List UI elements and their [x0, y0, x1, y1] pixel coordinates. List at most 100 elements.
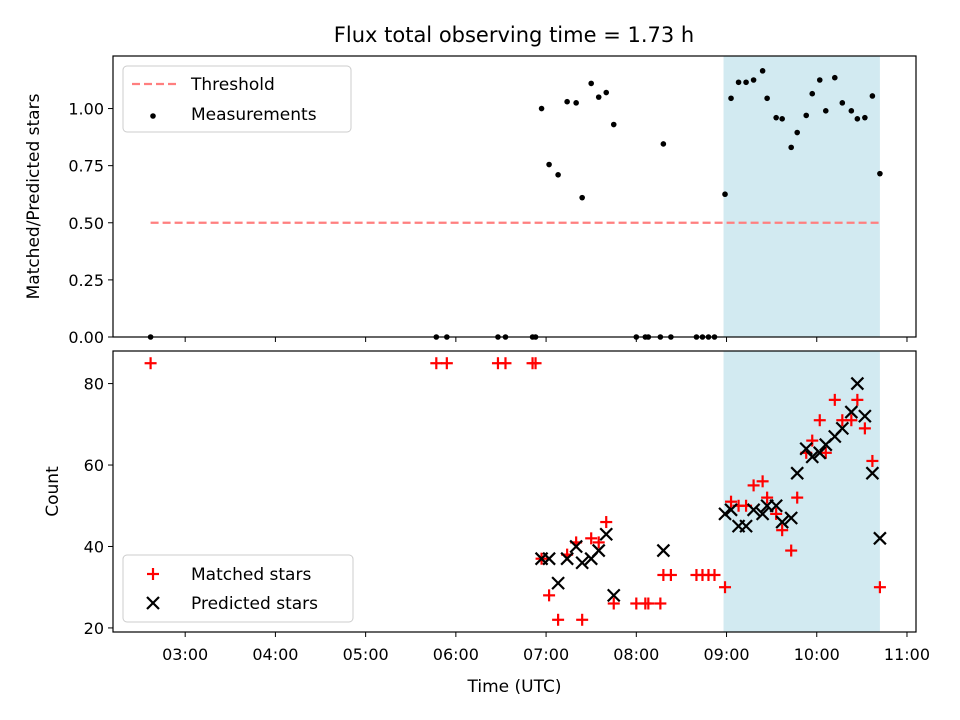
- measurement-point: [735, 79, 742, 86]
- x-tick-label: 09:00: [703, 645, 749, 664]
- matched-star-point: [873, 581, 886, 594]
- count-points: [144, 357, 887, 626]
- top-y-tick-label: 0.75: [68, 157, 104, 176]
- top-y-tick-label: 1.00: [68, 100, 104, 119]
- predicted-star-point: [775, 515, 789, 529]
- predicted-star-point: [865, 466, 880, 480]
- bottom-y-tick-label: 40: [84, 537, 104, 556]
- top-axes-frame: [112, 55, 917, 338]
- predicted-star-point: [805, 450, 820, 464]
- measurement-point: [816, 77, 823, 83]
- x-tick-label: 06:00: [433, 645, 479, 664]
- matched-star-point: [719, 581, 732, 594]
- legend-matched-label: Matched stars: [191, 565, 311, 585]
- measurement-point: [877, 170, 883, 177]
- legend-measurement-swatch: [150, 113, 156, 119]
- bottom-y-tick-label: 20: [84, 619, 104, 638]
- matched-star-point: [607, 597, 620, 610]
- x-tick-label: 10:00: [794, 645, 840, 664]
- measurement-point: [546, 161, 552, 168]
- matched-star-point: [866, 454, 879, 467]
- bottom-x-ticks: 03:00 04:00 05:00 06:00 07:00 08:00 09:00 10:00…: [162, 632, 930, 664]
- top-legend: Threshold Measurements: [122, 65, 352, 133]
- predicted-star-point: [755, 507, 770, 521]
- matched-star-point: [642, 597, 655, 610]
- matched-star-point: [785, 544, 798, 557]
- matched-star-point: [813, 414, 826, 427]
- bottom-y-tick-label: 60: [84, 456, 104, 475]
- bottom-y-axis-label: Count: [43, 466, 63, 517]
- predicted-star-point: [769, 498, 783, 513]
- x-tick-label: 11:00: [884, 645, 930, 664]
- matched-star-point: [858, 422, 871, 435]
- measurement-point: [564, 98, 570, 105]
- measurement-point: [854, 116, 861, 122]
- matched-star-point: [776, 524, 789, 537]
- bottom-y-tick-label: 80: [84, 375, 104, 394]
- measurement-point: [728, 95, 734, 102]
- predicted-star-point: [739, 519, 753, 533]
- predicted-star-point: [575, 555, 589, 570]
- matched-star-point: [791, 491, 804, 504]
- top-y-tick-label: 0.00: [68, 328, 104, 347]
- matched-star-point: [543, 589, 556, 602]
- matched-star-point: [529, 357, 542, 370]
- top-y-ticks: 0.00 0.25 0.50 0.75 1.00: [68, 100, 113, 347]
- measurement-point: [779, 116, 785, 122]
- matched-star-point: [430, 357, 443, 370]
- predicted-star-point: [560, 551, 574, 566]
- matched-star-point: [845, 414, 858, 427]
- bottom-legend: Matched stars Predicted stars: [122, 554, 354, 623]
- measurement-point: [588, 80, 594, 87]
- measurement-point: [822, 108, 829, 114]
- predicted-star-point: [591, 543, 606, 558]
- predicted-star-point: [873, 531, 887, 546]
- matched-star-point: [600, 516, 613, 529]
- matched-star-point: [770, 507, 783, 520]
- matched-star-point: [664, 568, 677, 581]
- predicted-star-point: [724, 503, 738, 517]
- predicted-star-point: [718, 507, 732, 521]
- predicted-star-point: [551, 576, 565, 590]
- matched-star-point: [552, 613, 565, 626]
- measurement-point: [759, 68, 766, 74]
- legend-predicted-label: Predicted stars: [191, 594, 318, 614]
- predicted-star-point: [542, 551, 556, 566]
- measurement-point: [722, 191, 728, 198]
- measurement-point: [773, 114, 779, 121]
- measurement-point: [538, 105, 545, 112]
- matched-star-point: [499, 357, 512, 370]
- top-observing-window-shade: [723, 56, 880, 337]
- measurement-point: [595, 94, 602, 100]
- predicted-star-point: [746, 503, 761, 517]
- x-axis-label: Time (UTC): [467, 677, 562, 697]
- predicted-star-point: [799, 441, 814, 456]
- predicted-star-point: [858, 409, 872, 423]
- bottom-axes-frame: [112, 350, 917, 633]
- measurement-point: [660, 141, 667, 147]
- measurement-point: [788, 144, 794, 151]
- predicted-star-point: [844, 405, 859, 419]
- predicted-star-point: [812, 446, 827, 460]
- predicted-star-point: [850, 376, 865, 391]
- x-tick-label: 05:00: [343, 645, 389, 664]
- measurement-point: [573, 100, 579, 106]
- measurement-point: [809, 90, 816, 97]
- top-legend-box: [122, 65, 352, 133]
- top-y-tick-label: 0.50: [68, 214, 104, 233]
- legend-measurement-label: Measurements: [191, 105, 317, 125]
- measurement-point: [831, 74, 838, 81]
- matched-star-point: [576, 613, 589, 626]
- chart-title: Flux total observing time = 1.73 h: [334, 23, 694, 47]
- predicted-star-point: [606, 588, 621, 603]
- matched-star-point: [654, 597, 667, 610]
- x-tick-label: 04:00: [252, 645, 298, 664]
- measurement-point: [603, 89, 610, 96]
- predicted-star-point: [784, 511, 798, 525]
- x-tick-label: 03:00: [162, 645, 208, 664]
- matched-star-point: [144, 357, 157, 370]
- bottom-legend-box: [122, 554, 354, 623]
- matched-star-point: [747, 479, 760, 492]
